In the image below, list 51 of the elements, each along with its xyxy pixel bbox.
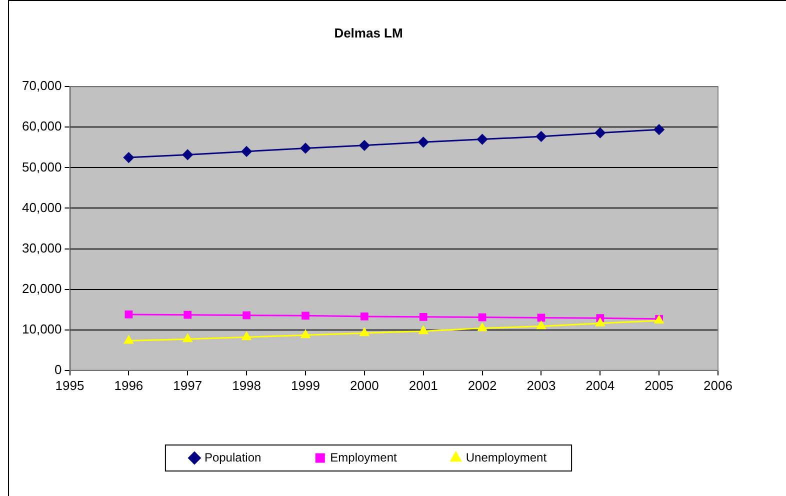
- point: [302, 312, 310, 320]
- point: [300, 330, 310, 338]
- point: [182, 149, 193, 160]
- y-tick-label: 70,000: [22, 78, 62, 94]
- point: [124, 310, 133, 318]
- point: [241, 146, 252, 157]
- point: [419, 312, 428, 321]
- y-tick-label: 20,000: [22, 280, 62, 296]
- x-tick-label: 2006: [704, 378, 732, 393]
- point: [182, 334, 192, 342]
- point: [477, 134, 488, 145]
- legend-label: Unemployment: [466, 450, 548, 464]
- point: [595, 318, 605, 326]
- x-tick-label: 2002: [468, 378, 497, 393]
- point: [478, 322, 487, 332]
- x-tick-label: 2005: [644, 378, 674, 393]
- x-tick-label: 1996: [114, 378, 144, 393]
- point: [536, 131, 546, 142]
- point: [184, 310, 192, 319]
- point: [537, 314, 546, 322]
- point: [242, 311, 250, 320]
- point: [418, 136, 429, 148]
- x-tick-label: 2003: [526, 378, 556, 393]
- point: [418, 326, 428, 334]
- y-tick-label: 10,000: [22, 321, 62, 336]
- legend-label: Employment: [330, 450, 398, 464]
- chart-title: Delmas LM: [334, 25, 403, 40]
- y-tick-label: 50,000: [22, 159, 62, 174]
- y-tick-label: 60,000: [22, 118, 62, 134]
- point: [478, 313, 486, 322]
- point: [242, 332, 252, 340]
- point: [123, 152, 134, 163]
- point: [124, 336, 134, 344]
- y-tick-label: 40,000: [22, 200, 62, 215]
- point: [594, 128, 606, 138]
- x-tick-label: 1998: [232, 378, 262, 393]
- x-tick-label: 1995: [55, 378, 84, 393]
- y-tick-label: 30,000: [22, 240, 62, 256]
- point: [654, 124, 664, 135]
- x-tick-label: 2004: [586, 378, 615, 393]
- point: [536, 320, 546, 330]
- x-tick-label: 1997: [173, 378, 202, 393]
- x-tick-label: 2000: [350, 378, 379, 393]
- point: [360, 312, 368, 320]
- y-tick-label: 0: [54, 362, 62, 377]
- x-tick-label: 2001: [408, 378, 438, 393]
- point: [359, 140, 370, 151]
- point: [300, 142, 311, 154]
- legend-label: Population: [204, 450, 262, 464]
- point: [360, 328, 370, 336]
- x-tick-label: 1999: [291, 378, 320, 393]
